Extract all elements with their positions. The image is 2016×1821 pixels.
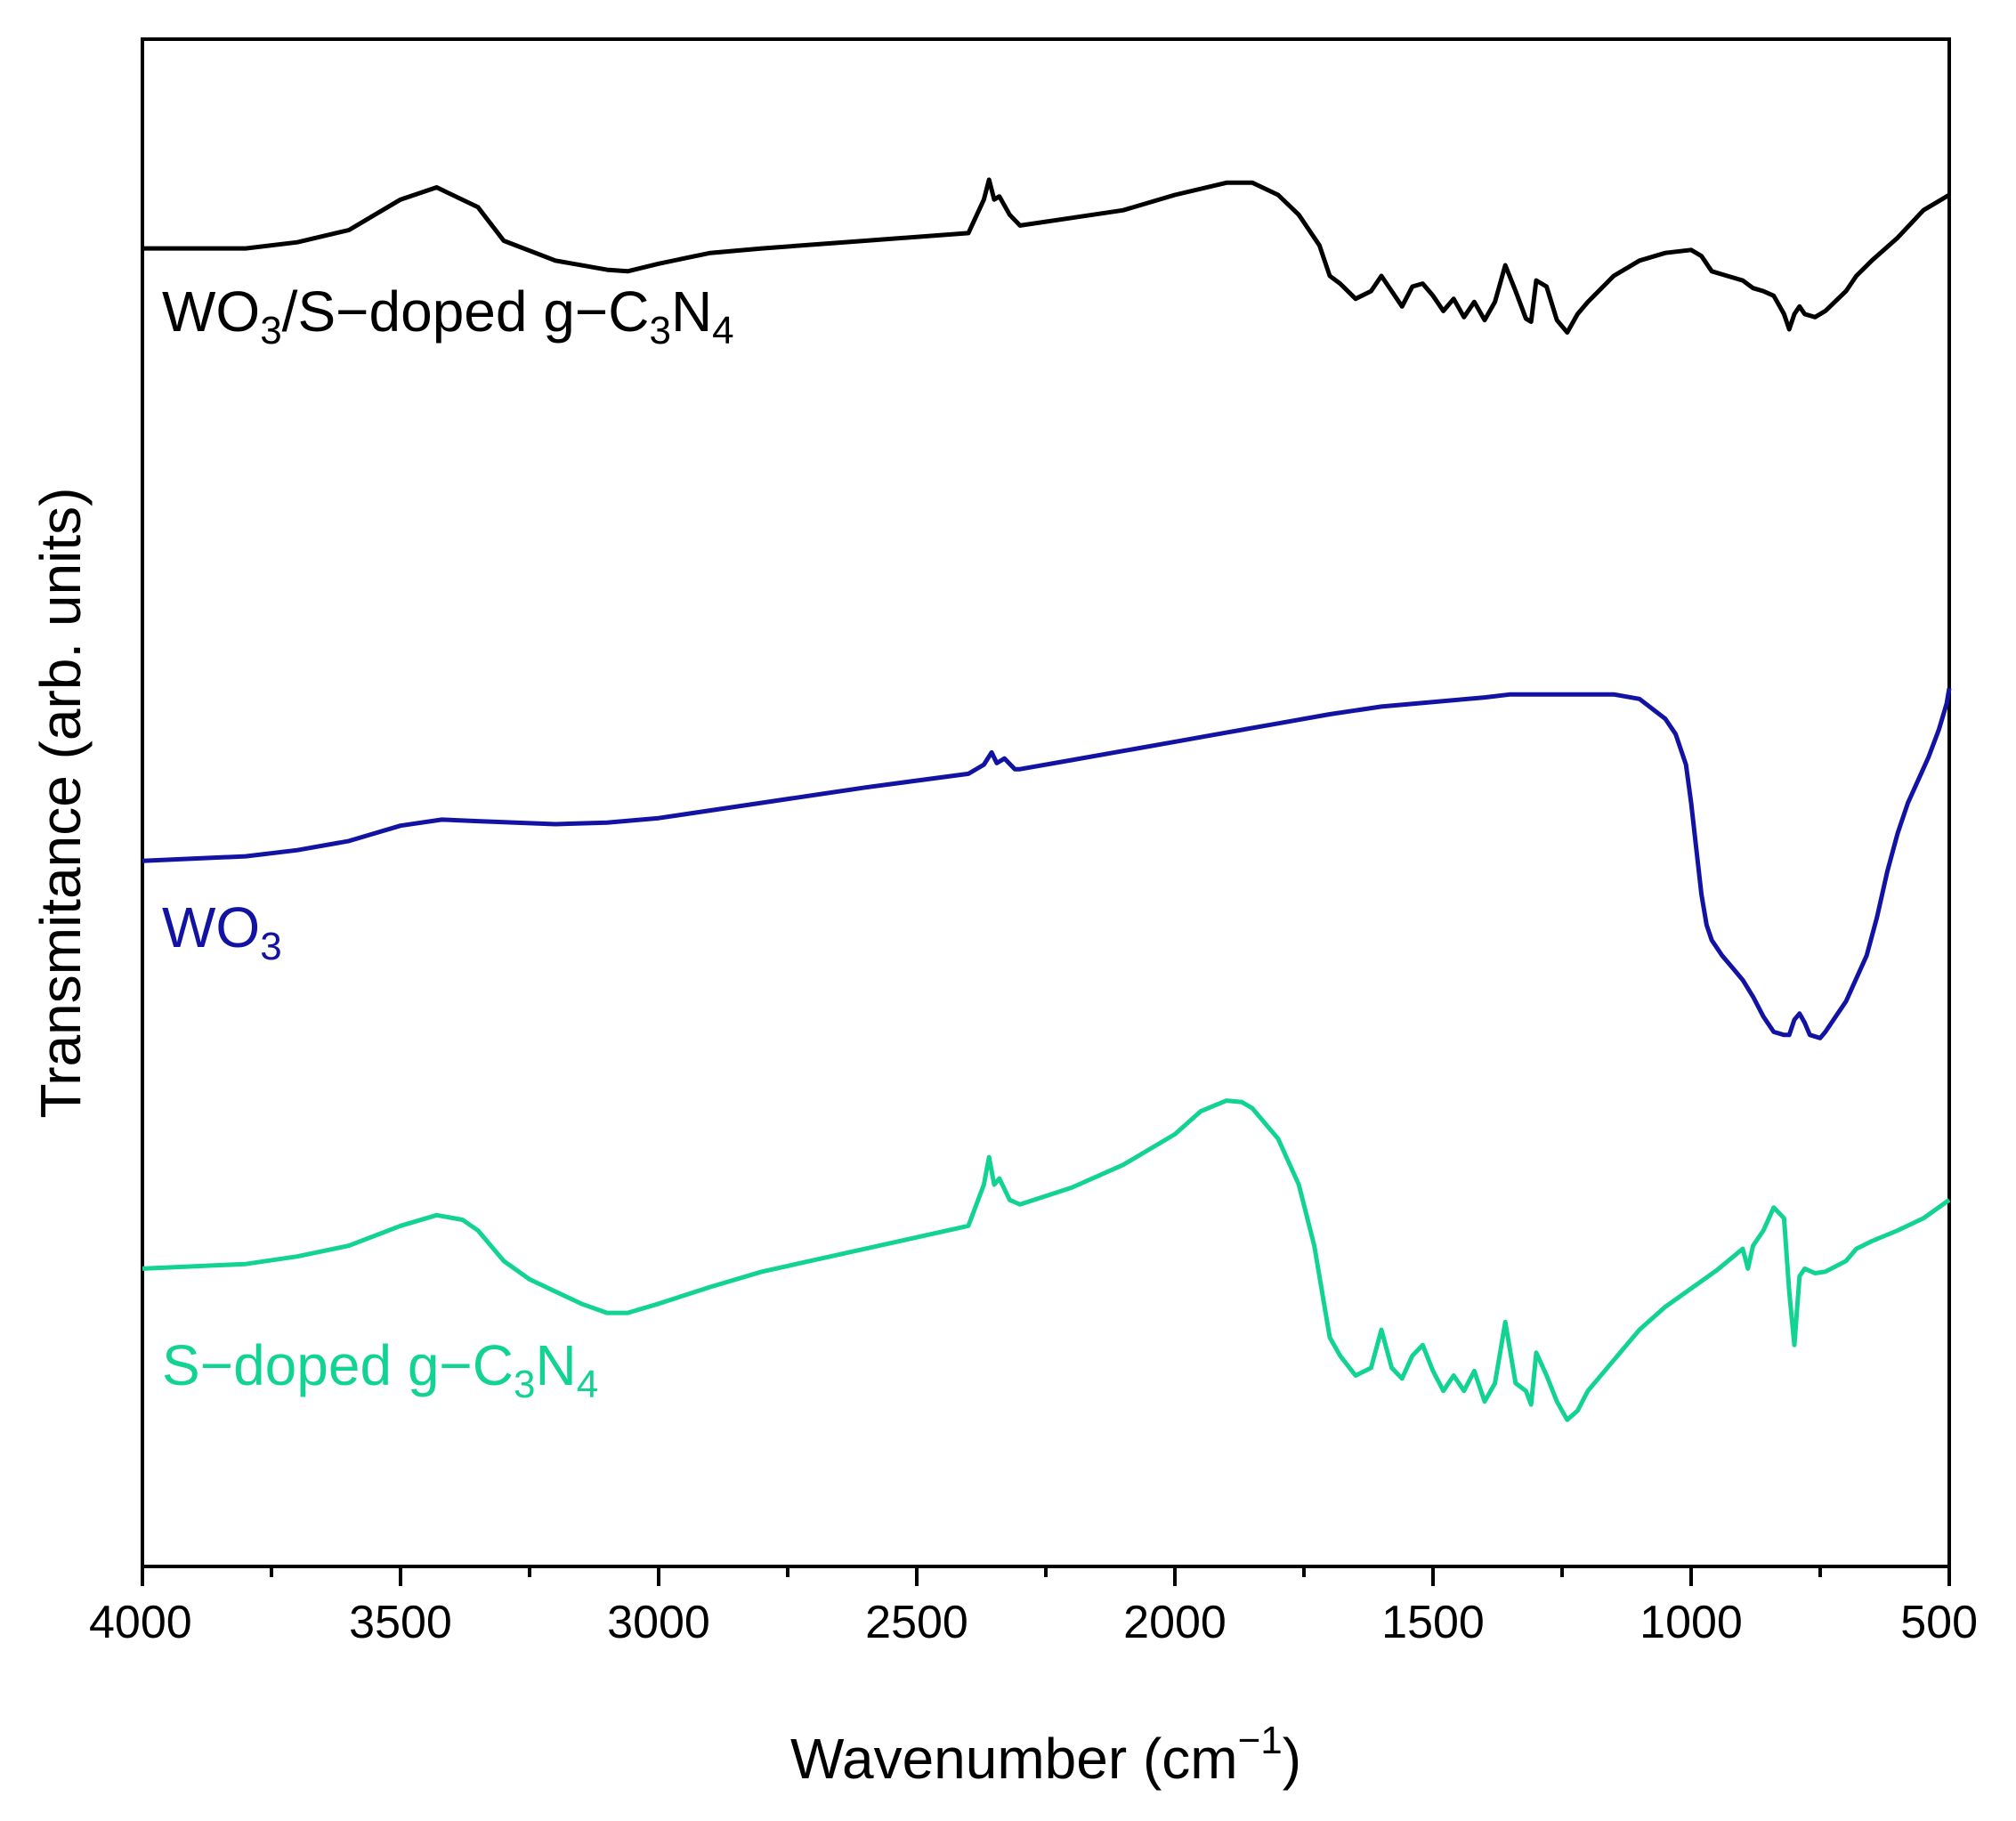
- series-lines: [142, 177, 1952, 1422]
- y-axis-label: Transmitance (arb. units): [28, 488, 93, 1119]
- series-label-2: S−doped g−C3N4: [162, 1333, 598, 1406]
- x-tick-label: 1000: [1640, 1597, 1743, 1648]
- series-labels: WO3/S−doped g−C3N4 WO3 S−doped g−C3N4: [162, 279, 734, 1406]
- x-tick-label: 4000: [89, 1597, 192, 1648]
- series-label-1: WO3: [162, 895, 282, 968]
- x-axis-tick-labels: 4000 3500 3000 2500 2000 1500 1000 500: [89, 1597, 1978, 1648]
- x-axis-ticks: [141, 1566, 1951, 1586]
- x-tick-label: 3000: [607, 1597, 710, 1648]
- series-line-2: [142, 1098, 1951, 1422]
- series-line-1: [142, 687, 1952, 1040]
- series-line-0: [142, 177, 1951, 335]
- x-tick-label: 2500: [865, 1597, 968, 1648]
- x-axis-label: Wavenumber (cm−1): [790, 1719, 1301, 1791]
- x-tick-label: 500: [1900, 1597, 1978, 1648]
- series-label-0: WO3/S−doped g−C3N4: [162, 279, 734, 352]
- x-tick-label: 1500: [1381, 1597, 1485, 1648]
- x-tick-label: 2000: [1123, 1597, 1227, 1648]
- x-tick-label: 3500: [349, 1597, 452, 1648]
